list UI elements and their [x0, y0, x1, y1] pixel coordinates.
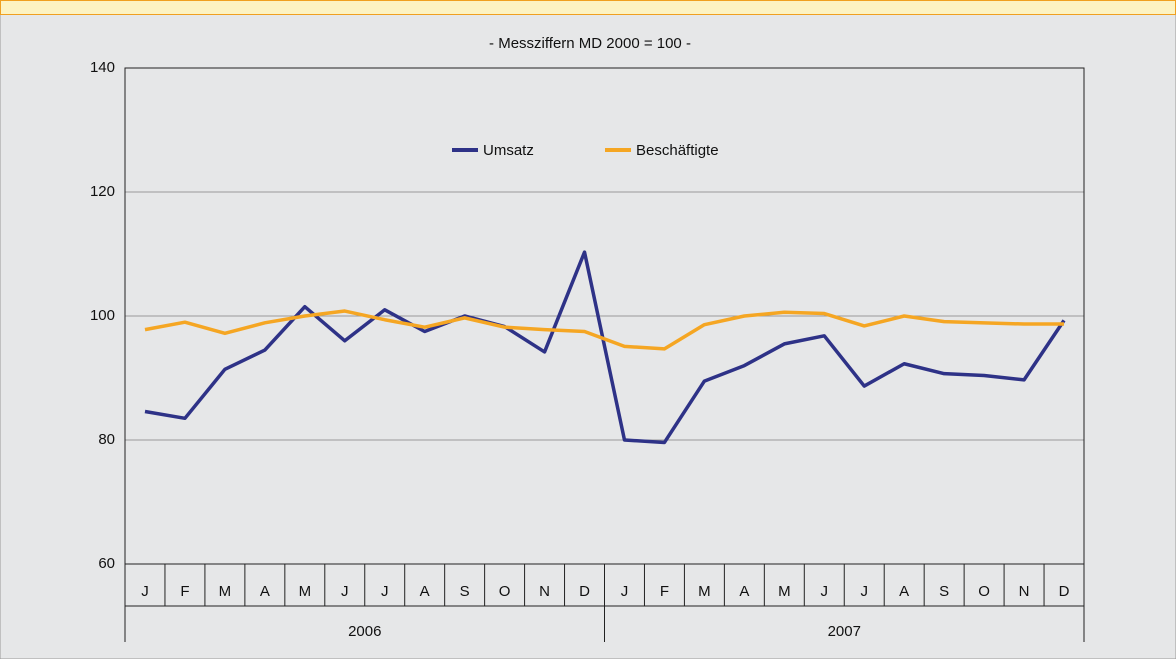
- y-tick-label: 140: [90, 59, 115, 76]
- y-tick-label: 60: [98, 555, 115, 572]
- x-tick-label: M: [698, 583, 711, 600]
- x-tick-label: N: [539, 583, 550, 600]
- x-tick-label: J: [621, 583, 629, 600]
- y-tick-label: 120: [90, 183, 115, 200]
- x-tick-label: F: [660, 583, 669, 600]
- y-tick-label: 80: [98, 431, 115, 448]
- x-tick-label: N: [1019, 583, 1030, 600]
- chart-subtitle: - Messziffern MD 2000 = 100 -: [489, 35, 691, 52]
- x-tick-label: M: [299, 583, 312, 600]
- x-tick-label: M: [778, 583, 791, 600]
- year-label: 2007: [828, 623, 861, 640]
- x-tick-label: J: [141, 583, 149, 600]
- x-tick-label: J: [341, 583, 349, 600]
- x-tick-label: J: [860, 583, 868, 600]
- x-tick-label: S: [939, 583, 949, 600]
- x-tick-label: M: [219, 583, 232, 600]
- x-tick-label: F: [180, 583, 189, 600]
- top-strip: [0, 0, 1176, 15]
- legend-label: Beschäftigte: [636, 142, 719, 159]
- x-tick-label: O: [499, 583, 511, 600]
- x-tick-label: A: [899, 583, 909, 600]
- x-tick-label: A: [260, 583, 270, 600]
- legend-label: Umsatz: [483, 142, 534, 159]
- year-label: 2006: [348, 623, 381, 640]
- x-tick-label: D: [1059, 583, 1070, 600]
- x-tick-label: A: [739, 583, 749, 600]
- x-tick-label: D: [579, 583, 590, 600]
- y-tick-label: 100: [90, 307, 115, 324]
- series-line: [144, 250, 1066, 445]
- series-line: [144, 309, 1065, 351]
- x-tick-label: S: [460, 583, 470, 600]
- x-tick-label: J: [821, 583, 829, 600]
- x-tick-label: J: [381, 583, 389, 600]
- x-tick-label: O: [978, 583, 990, 600]
- x-tick-label: A: [420, 583, 430, 600]
